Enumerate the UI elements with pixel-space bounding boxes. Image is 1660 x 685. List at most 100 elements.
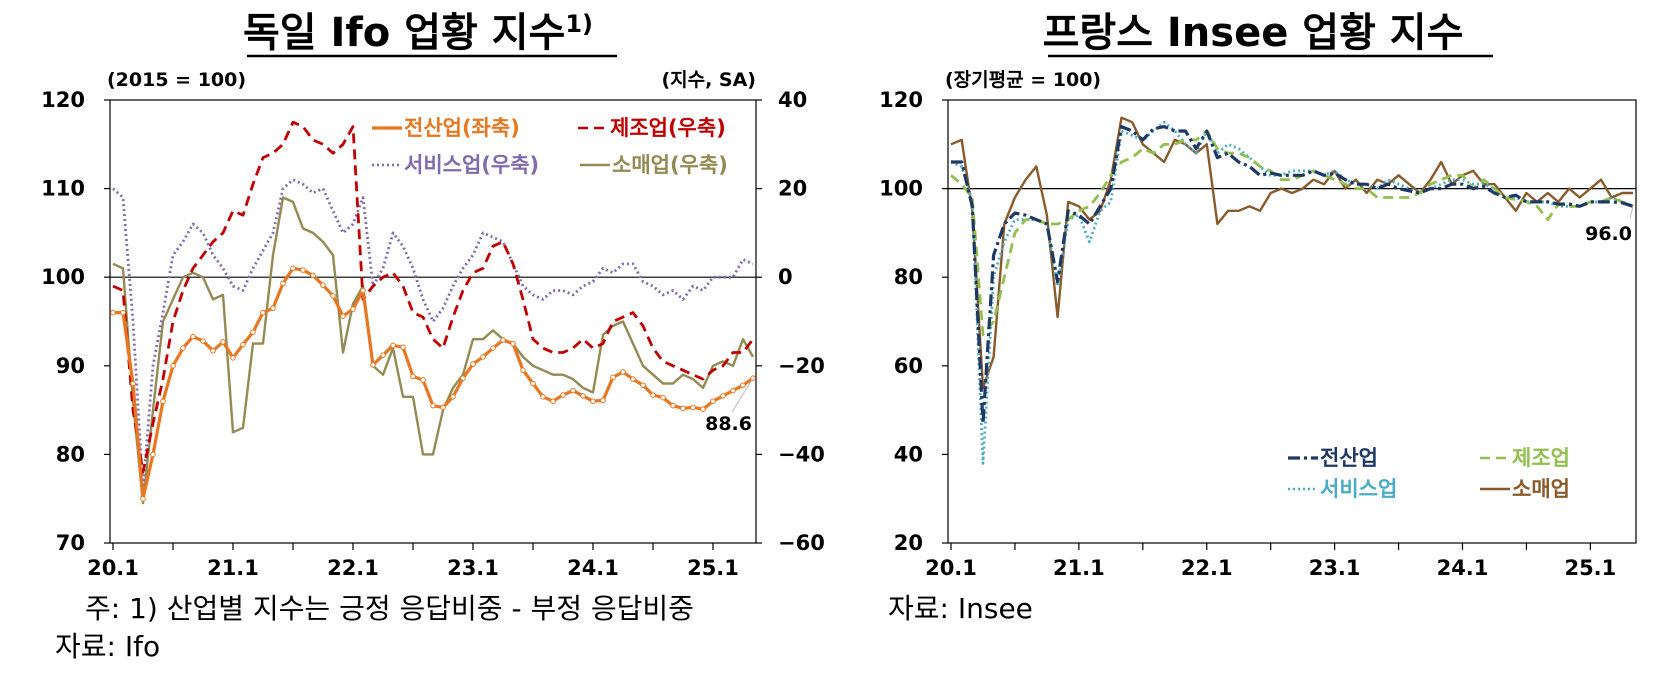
ifo-series-point <box>390 342 396 349</box>
ifo-x-tick-label: 25.1 <box>687 556 739 580</box>
ifo-series-point <box>650 392 656 398</box>
ifo-left-tick-label: 70 <box>56 531 85 555</box>
ifo-chart-title: 독일 Ifo 업황 지수1) <box>243 10 593 56</box>
ifo-series-point <box>430 402 436 409</box>
ifo-series-point <box>660 394 666 401</box>
insee-left-unit: (장기평균 = 100) <box>945 69 1101 91</box>
ifo-series-point <box>130 380 136 387</box>
ifo-right-tick-label: 20 <box>778 177 807 201</box>
ifo-series-point <box>320 282 326 288</box>
ifo-series-point <box>590 398 596 405</box>
ifo-series-point <box>160 398 166 405</box>
ifo-footnote: 주: 1) 산업별 지수는 긍정 응답비중 - 부정 응답비중 <box>85 592 694 625</box>
insee-series-line-0 <box>951 124 1634 425</box>
ifo-series-point <box>620 369 626 375</box>
ifo-x-tick-label: 24.1 <box>567 556 619 580</box>
ifo-series-point <box>200 338 206 344</box>
ifo-series-point <box>150 451 156 458</box>
ifo-series-point <box>170 363 176 369</box>
ifo-series-point <box>230 355 236 361</box>
ifo-series-point <box>460 375 466 382</box>
ifo-left-tick-label: 90 <box>56 354 85 378</box>
insee-left-tick-label: 20 <box>894 531 923 555</box>
ifo-x-tick-label: 23.1 <box>447 556 499 580</box>
ifo-series-point <box>740 382 746 389</box>
ifo-series-point <box>700 406 706 413</box>
ifo-series-point <box>690 404 696 411</box>
ifo-last-value-leader <box>731 377 754 413</box>
insee-chart-title: 프랑스 Insee 업황 지수 <box>1043 10 1464 56</box>
ifo-series-line-3 <box>112 196 755 505</box>
ifo-series-point <box>640 382 646 389</box>
ifo-series-point <box>270 305 276 312</box>
ifo-series-point <box>340 313 346 319</box>
ifo-series-line-2 <box>112 178 754 492</box>
ifo-series-point <box>210 347 216 354</box>
insee-left-tick-label: 60 <box>894 354 923 378</box>
ifo-series-point <box>240 341 246 348</box>
ifo-series-point <box>480 354 486 360</box>
ifo-series-point <box>530 380 536 387</box>
ifo-series-point <box>300 267 306 273</box>
insee-x-tick-label: 21.1 <box>1053 556 1105 580</box>
insee-x-tick-label: 23.1 <box>1309 556 1361 580</box>
ifo-series-point <box>470 361 476 367</box>
ifo-series-point <box>490 345 496 351</box>
ifo-series-point <box>220 339 226 345</box>
ifo-right-tick-label: 0 <box>778 265 793 289</box>
ifo-series-point <box>410 373 416 380</box>
insee-source: 자료: Insee <box>888 592 1033 625</box>
insee-left-tick-label: 100 <box>879 177 923 201</box>
ifo-series-point <box>370 362 376 368</box>
ifo-source: 자료: Ifo <box>55 630 160 663</box>
ifo-series-point <box>630 376 636 382</box>
ifo-series-point <box>610 374 616 381</box>
ifo-chart: 독일 Ifo 업황 지수1) (2015 = 100) (지수, SA) 120… <box>41 10 825 580</box>
ifo-legend-label: 전산업(좌축) <box>404 116 520 140</box>
ifo-series-point <box>730 387 736 394</box>
ifo-last-value-label: 88.6 <box>705 413 752 435</box>
ifo-series-point <box>260 309 266 316</box>
insee-left-tick-label: 120 <box>879 88 923 112</box>
ifo-legend-label: 서비스업(우축) <box>404 153 539 177</box>
insee-x-tick-label: 22.1 <box>1181 556 1233 580</box>
ifo-series-point <box>670 402 676 409</box>
ifo-series-point <box>330 293 336 299</box>
insee-series-line-1 <box>950 129 1634 337</box>
ifo-legend-label: 제조업(우축) <box>610 116 726 140</box>
ifo-series-point <box>710 398 716 405</box>
ifo-series-point <box>180 345 186 351</box>
ifo-series-point <box>350 306 356 312</box>
ifo-series-point <box>450 394 456 400</box>
insee-legend-label: 전산업 <box>1320 446 1378 470</box>
ifo-series-point <box>680 405 686 412</box>
ifo-series-point <box>380 352 386 358</box>
insee-legend-label: 제조업 <box>1512 446 1570 470</box>
ifo-left-unit: (2015 = 100) <box>107 69 246 91</box>
ifo-series-point <box>360 287 366 294</box>
ifo-series-point <box>440 404 446 411</box>
insee-left-tick-label: 80 <box>894 265 923 289</box>
insee-chart: 프랑스 Insee 업황 지수 (장기평균 = 100) 120 100 80 60 4… <box>879 10 1637 580</box>
ifo-series-point <box>520 367 526 374</box>
ifo-right-tick-label: −20 <box>778 354 825 378</box>
ifo-x-tick-label: 21.1 <box>207 556 259 580</box>
ifo-series-point <box>420 377 426 383</box>
insee-x-tick-label: 24.1 <box>1437 556 1489 580</box>
insee-x-tick-label: 25.1 <box>1564 556 1616 580</box>
insee-legend-label: 소매업 <box>1512 477 1570 501</box>
insee-x-tick-label: 20.1 <box>925 556 977 580</box>
ifo-series-point <box>550 398 556 405</box>
ifo-series-point <box>190 333 196 340</box>
ifo-left-tick-label: 120 <box>41 88 85 112</box>
ifo-series-point <box>570 387 576 394</box>
insee-series-line-2 <box>950 120 1634 465</box>
ifo-right-tick-label: −60 <box>778 531 825 555</box>
ifo-series-point <box>120 309 126 316</box>
ifo-series-point <box>110 309 116 316</box>
ifo-series-point <box>500 337 506 343</box>
ifo-series-point <box>140 495 146 502</box>
ifo-series-point <box>600 397 606 404</box>
ifo-x-tick-label: 20.1 <box>87 556 139 580</box>
